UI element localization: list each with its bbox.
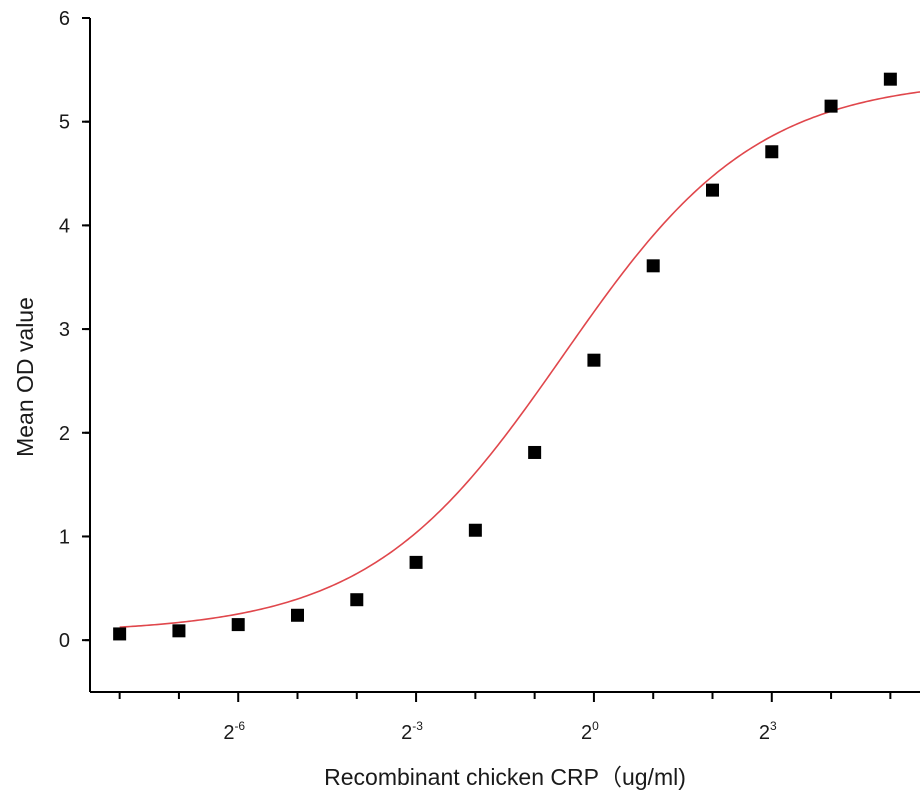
- data-point: [231, 618, 245, 632]
- axes: [89, 18, 920, 693]
- y-tick-label: 6: [59, 8, 70, 30]
- data-point: [172, 624, 186, 638]
- data-point: [113, 627, 127, 641]
- x-tick-label: 20: [581, 719, 599, 744]
- data-point: [350, 593, 364, 607]
- x-tick-label: 2-3: [401, 719, 423, 744]
- data-point: [409, 555, 423, 569]
- y-tick-label: 5: [59, 112, 70, 134]
- y-tick-label: 3: [59, 319, 70, 341]
- data-point: [765, 145, 779, 159]
- data-point: [706, 183, 719, 197]
- x-ticks: 2-6 2-3 20 23: [118, 692, 892, 744]
- y-tick-label: 4: [59, 215, 70, 237]
- x-tick-label: 23: [759, 719, 777, 744]
- data-points: [113, 72, 897, 641]
- data-point: [468, 523, 482, 537]
- y-ticks: 0 1 2 3 4 5 6: [59, 8, 90, 652]
- data-point: [528, 445, 542, 459]
- y-tick-label: 2: [59, 423, 70, 445]
- data-point: [824, 99, 838, 113]
- data-point: [883, 72, 897, 86]
- x-axis-label: Recombinant chicken CRP（ug/ml): [324, 764, 686, 790]
- data-point: [646, 259, 660, 273]
- y-tick-label: 0: [59, 630, 70, 652]
- data-point: [587, 353, 601, 367]
- y-axis-label: Mean OD value: [12, 297, 38, 457]
- data-point: [291, 608, 304, 622]
- y-tick-label: 1: [59, 526, 70, 548]
- x-tick-label: 2-6: [223, 719, 245, 744]
- fit-curve-layer: [119, 91, 920, 628]
- fit-curve: [119, 91, 920, 628]
